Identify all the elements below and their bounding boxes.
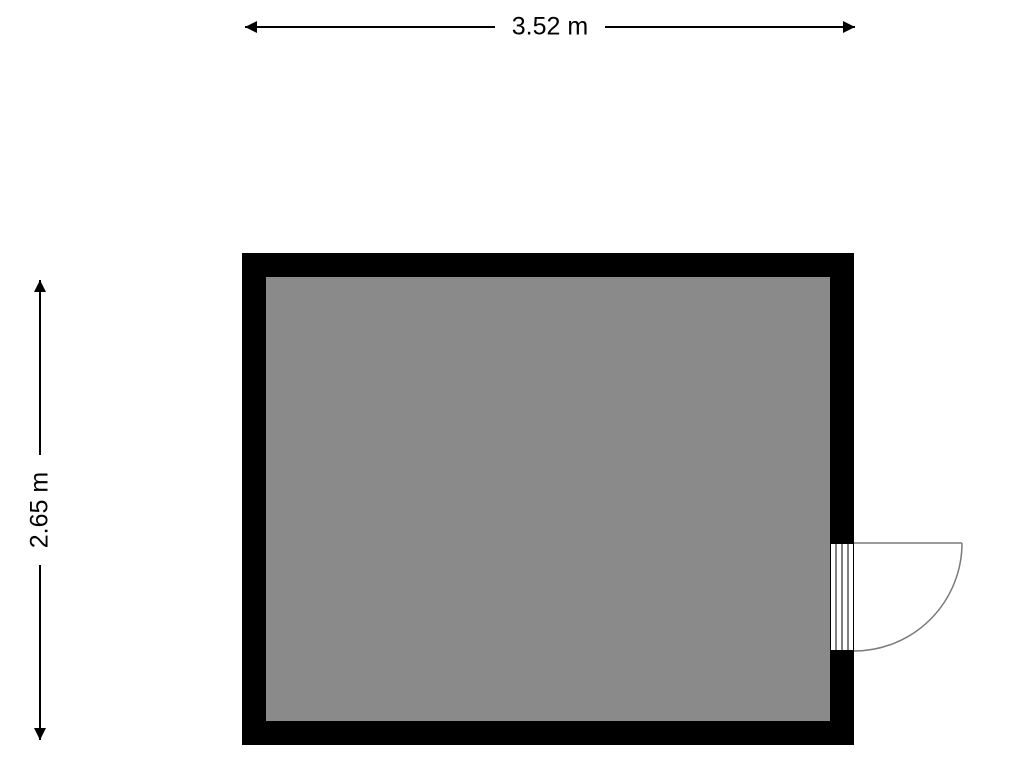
floorplan-canvas: 3.52 m 2.65 m xyxy=(0,0,1024,768)
dimension-height-label: 2.65 m xyxy=(26,472,55,548)
dimension-width-label: 3.52 m xyxy=(512,13,588,42)
floorplan-svg xyxy=(0,0,1024,768)
